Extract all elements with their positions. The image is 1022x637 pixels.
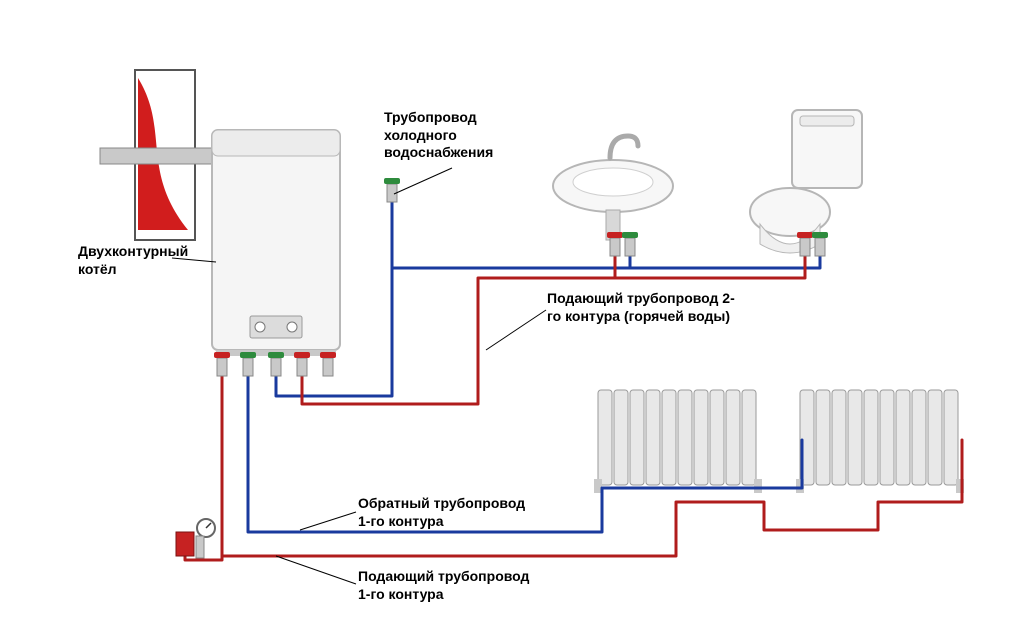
flue [100,70,220,240]
toilet-fixture [750,110,862,253]
sink-fixture [553,136,673,240]
label-boiler: Двухконтурный котёл [78,243,188,278]
label-hot-circuit2: Подающий трубопровод 2- го контура (горя… [547,290,735,325]
boiler [212,130,340,356]
radiator-2 [796,390,964,493]
label-return1: Обратный трубопровод 1-го контура [358,495,525,530]
label-cold-supply: Трубопровод холодного водоснабжения [384,109,493,162]
radiator-1 [594,390,762,493]
heating-diagram [0,0,1022,637]
label-supply1: Подающий трубопровод 1-го контура [358,568,529,603]
safety-group [176,519,215,558]
